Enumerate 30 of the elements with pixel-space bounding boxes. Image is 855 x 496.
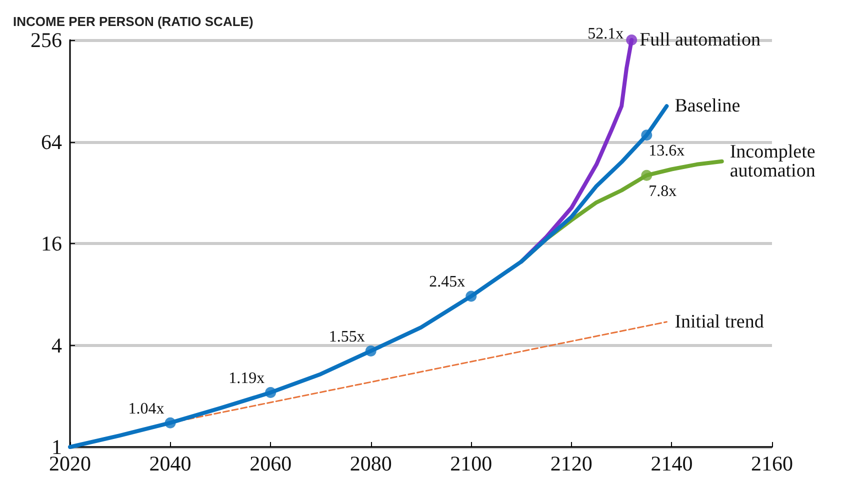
y-tick-label: 16 (41, 232, 62, 256)
y-tick-label: 4 (52, 333, 62, 358)
point (466, 290, 477, 302)
annotation: 13.6x (648, 142, 685, 160)
point (641, 170, 652, 181)
x-tick-label: 2040 (149, 452, 192, 476)
y-tick-label: 256 (30, 28, 62, 52)
x-tick-label: 2060 (250, 452, 292, 476)
x-tick-label: 2160 (751, 452, 793, 476)
point (626, 34, 638, 46)
x-tick-label: 2120 (550, 452, 592, 476)
x-tick-label: 2100 (450, 452, 492, 476)
chart-title: INCOME PER PERSON (RATIO SCALE) (13, 14, 254, 29)
annotation: 1.04x (128, 400, 164, 418)
y-tick-label: 64 (41, 130, 62, 154)
series-label: Baseline (674, 96, 740, 117)
annotation: 1.55x (328, 328, 365, 346)
series-label: Incomplete automation (730, 141, 820, 182)
series-label: Initial trend (674, 311, 764, 332)
annotation: 2.45x (429, 274, 466, 291)
series-label: Full automation (640, 30, 761, 50)
point (641, 130, 652, 141)
annotation: 1.19x (228, 370, 265, 388)
annotation: 52.1x (588, 26, 624, 42)
point (365, 345, 376, 356)
x-tick-label: 2140 (650, 452, 693, 476)
x-tick-label: 2080 (350, 452, 392, 476)
point (164, 417, 176, 428)
point (265, 387, 276, 398)
annotation: 7.8x (648, 182, 677, 200)
